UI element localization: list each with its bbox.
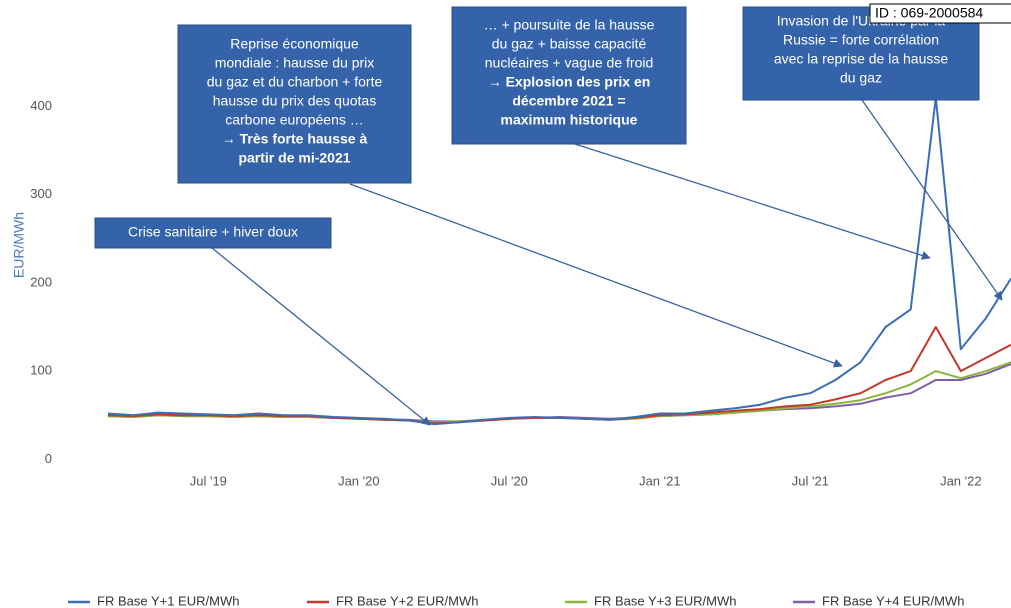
annotation-text: hausse du prix des quotas — [213, 93, 376, 109]
annotation-text-bold: décembre 2021 = — [512, 93, 625, 109]
series-line — [107, 361, 1011, 424]
annotation-text-bold: → Explosion des prix en — [488, 74, 651, 90]
annotations: Crise sanitaire + hiver doux Reprise écon… — [94, 6, 980, 249]
legend-label: FR Base Y+2 EUR/MWh — [336, 593, 478, 608]
annotation-text: Russie = forte corrélation — [783, 32, 939, 48]
annotation-arrows — [211, 99, 1003, 426]
y-tick-label: 100 — [30, 363, 52, 378]
arrow — [861, 99, 1003, 301]
legend: FR Base Y+1 EUR/MWh FR Base Y+2 EUR/MWh FR… — [68, 593, 964, 608]
x-tick-label: Jul '20 — [491, 473, 528, 488]
annotation-text-bold: maximum historique — [501, 112, 638, 128]
legend-label: FR Base Y+4 EUR/MWh — [822, 593, 964, 608]
y-axis-label: EUR/MWh — [11, 212, 27, 278]
x-tick-label: Jul '21 — [792, 473, 829, 488]
annotation-box — [177, 24, 412, 184]
id-box — [869, 3, 1011, 24]
y-tick-label: 200 — [30, 274, 52, 289]
x-tick-label: Jan '21 — [639, 473, 681, 488]
annotation-text: mondiale : hausse du prix — [215, 55, 375, 71]
annotation-box — [94, 217, 332, 249]
id-label: ID : 069-2000584 — [875, 5, 983, 21]
x-tick-label: Jul '19 — [190, 473, 227, 488]
annotation-text: nucléaires + vague de froid — [485, 55, 654, 71]
annotation-text: avec la reprise de la hausse — [774, 51, 949, 67]
annotation-box — [451, 6, 687, 145]
series-line — [107, 96, 1011, 426]
arrow — [574, 143, 931, 260]
arrow — [349, 183, 843, 368]
annotation-text-bold: partir de mi-2021 — [238, 150, 350, 166]
legend-label: FR Base Y+1 EUR/MWh — [97, 593, 239, 608]
x-tick-label: Jan '20 — [338, 473, 380, 488]
x-tick-label: Jan '22 — [940, 473, 982, 488]
y-tick-label: 400 — [30, 98, 52, 113]
legend-label: FR Base Y+3 EUR/MWh — [594, 593, 736, 608]
y-tick-label: 0 — [45, 451, 52, 466]
annotation-text: du gaz et du charbon + forte — [207, 74, 383, 90]
arrow — [211, 247, 431, 426]
annotation-text: Crise sanitaire + hiver doux — [128, 224, 298, 240]
series-line — [107, 363, 1011, 423]
annotation-text: Reprise économique — [230, 36, 359, 52]
plot-area: 0 100 200 300 400 Jul '19 Jan '20 Jul '20 Jan '2… — [30, 96, 1011, 488]
annotation-text: du gaz + baisse capacité — [492, 36, 647, 52]
annotation-text: … + poursuite de la hausse — [484, 17, 655, 33]
annotation-text-bold: → Très forte hausse à — [222, 131, 368, 147]
y-tick-label: 300 — [30, 186, 52, 201]
annotation-text: carbone européens … — [225, 112, 364, 128]
annotation-text: du gaz — [840, 70, 882, 86]
